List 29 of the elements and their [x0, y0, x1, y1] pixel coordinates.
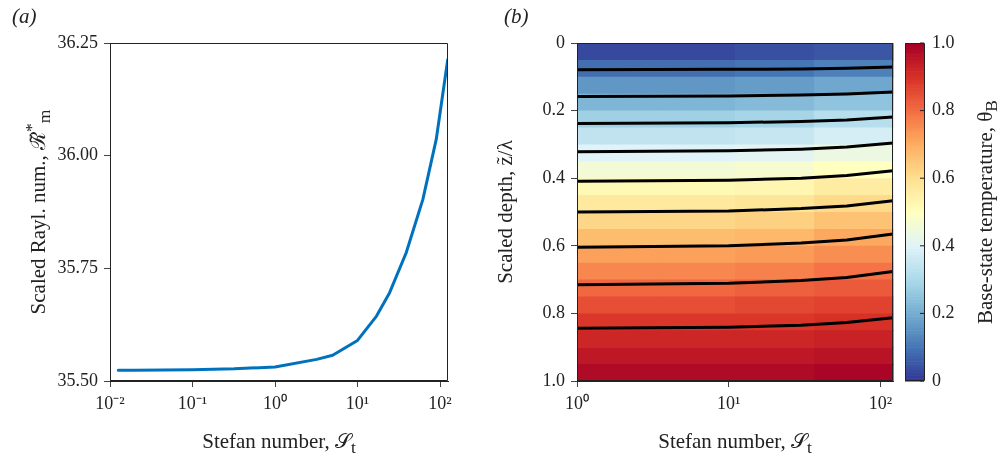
y-tick-label: 0 [556, 31, 565, 52]
y-tick-label: 35.75 [57, 257, 98, 278]
y-tick-label: 36.25 [57, 31, 98, 52]
color-bar-label: 1.0 [932, 31, 955, 52]
color-bar-label: 0 [932, 369, 941, 390]
x-tick-label: 10¹ [345, 392, 370, 413]
y-tick-label: 0.4 [542, 166, 565, 187]
y-tick-label: 1.0 [542, 369, 565, 390]
x-tick-label: 10⁰ [565, 392, 589, 413]
text: (a) [12, 4, 37, 28]
x-tick-label: 10⁻¹ [177, 392, 208, 413]
y-tick-label: 0.6 [542, 234, 565, 255]
color-bar-label: 0.8 [932, 99, 955, 120]
color-bar-label: 0.2 [932, 302, 955, 323]
x-tick-label: 10² [428, 392, 452, 413]
y-tick-label: 0.8 [542, 302, 565, 323]
x-tick-label: 10² [868, 392, 893, 413]
text: (b) [504, 4, 529, 28]
x-axis-title: Stefan number, 𝒮$_{t}$ [202, 429, 356, 458]
y-tick-label: 0.2 [542, 99, 565, 120]
y-axis-title: Scaled depth, z̃/λ [492, 140, 517, 284]
y-tick-label: 35.50 [57, 369, 98, 390]
x-tick-label: 10¹ [717, 392, 741, 413]
x-axis-title: Stefan number, 𝒮$_{t}$ [658, 429, 812, 458]
y-tick-label: 36.00 [57, 144, 98, 165]
color-bar-label: 0.4 [932, 234, 955, 255]
x-tick-label: 10⁰ [263, 392, 287, 413]
x-tick-label: 10⁻² [95, 392, 125, 413]
color-bar-label: 0.6 [932, 166, 955, 187]
